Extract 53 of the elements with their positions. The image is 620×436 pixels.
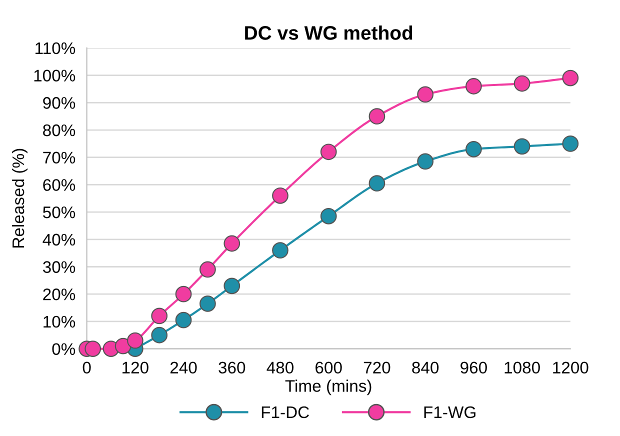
- y-tick-label: 0%: [52, 343, 76, 356]
- y-tick-label: 90%: [43, 97, 76, 109]
- point: [200, 261, 216, 278]
- x-tick-label: 0: [82, 362, 91, 374]
- point: [272, 242, 288, 259]
- x-tick-label: 120: [122, 362, 148, 374]
- x-tick-label: 600: [316, 362, 342, 374]
- point: [175, 286, 192, 302]
- y-tick-label: 20%: [43, 288, 76, 300]
- y-axis-title: Released (%): [12, 148, 28, 248]
- y-tick-label: 10%: [44, 316, 76, 328]
- point: [465, 140, 482, 158]
- point: [151, 308, 168, 324]
- y-tick-label: 80%: [43, 124, 76, 136]
- point: [84, 340, 102, 357]
- point: [368, 175, 386, 192]
- y-tick-label: 40%: [42, 234, 76, 246]
- point: [514, 75, 530, 92]
- point: [320, 144, 337, 160]
- y-tick-label: 70%: [43, 152, 76, 164]
- y-tick-label: 110%: [36, 42, 76, 54]
- point: [114, 338, 132, 354]
- legend-label: F1-DC: [262, 406, 309, 418]
- point: [562, 70, 579, 86]
- point: [465, 78, 482, 94]
- y-tick-label: 50%: [43, 206, 76, 218]
- point: [320, 208, 337, 224]
- y-tick-label: 100%: [34, 70, 76, 82]
- point: [368, 108, 386, 125]
- point: [126, 332, 144, 349]
- point: [224, 278, 240, 294]
- point: [514, 138, 530, 155]
- x-axis-title: Time (mins): [285, 380, 372, 396]
- chart-title: DC vs WG method: [245, 26, 412, 40]
- point: [562, 135, 579, 152]
- legend-label: F1-WG: [424, 406, 476, 418]
- x-tick-label: 1080: [504, 362, 540, 374]
- point: [151, 326, 168, 344]
- point: [200, 295, 216, 312]
- x-tick-label: 960: [460, 362, 487, 374]
- x-tick-label: 1200: [553, 362, 588, 374]
- point: [175, 312, 192, 328]
- x-tick-label: 840: [412, 362, 439, 374]
- point: [417, 153, 434, 170]
- point: [224, 235, 240, 252]
- x-tick-label: 720: [364, 362, 390, 374]
- x-tick-label: 480: [266, 362, 294, 374]
- x-tick-label: 240: [170, 362, 197, 374]
- point: [272, 187, 288, 204]
- y-tick-label: 30%: [42, 261, 76, 273]
- y-tick-label: 60%: [43, 179, 76, 191]
- point: [417, 86, 434, 103]
- x-tick-label: 360: [218, 362, 246, 374]
